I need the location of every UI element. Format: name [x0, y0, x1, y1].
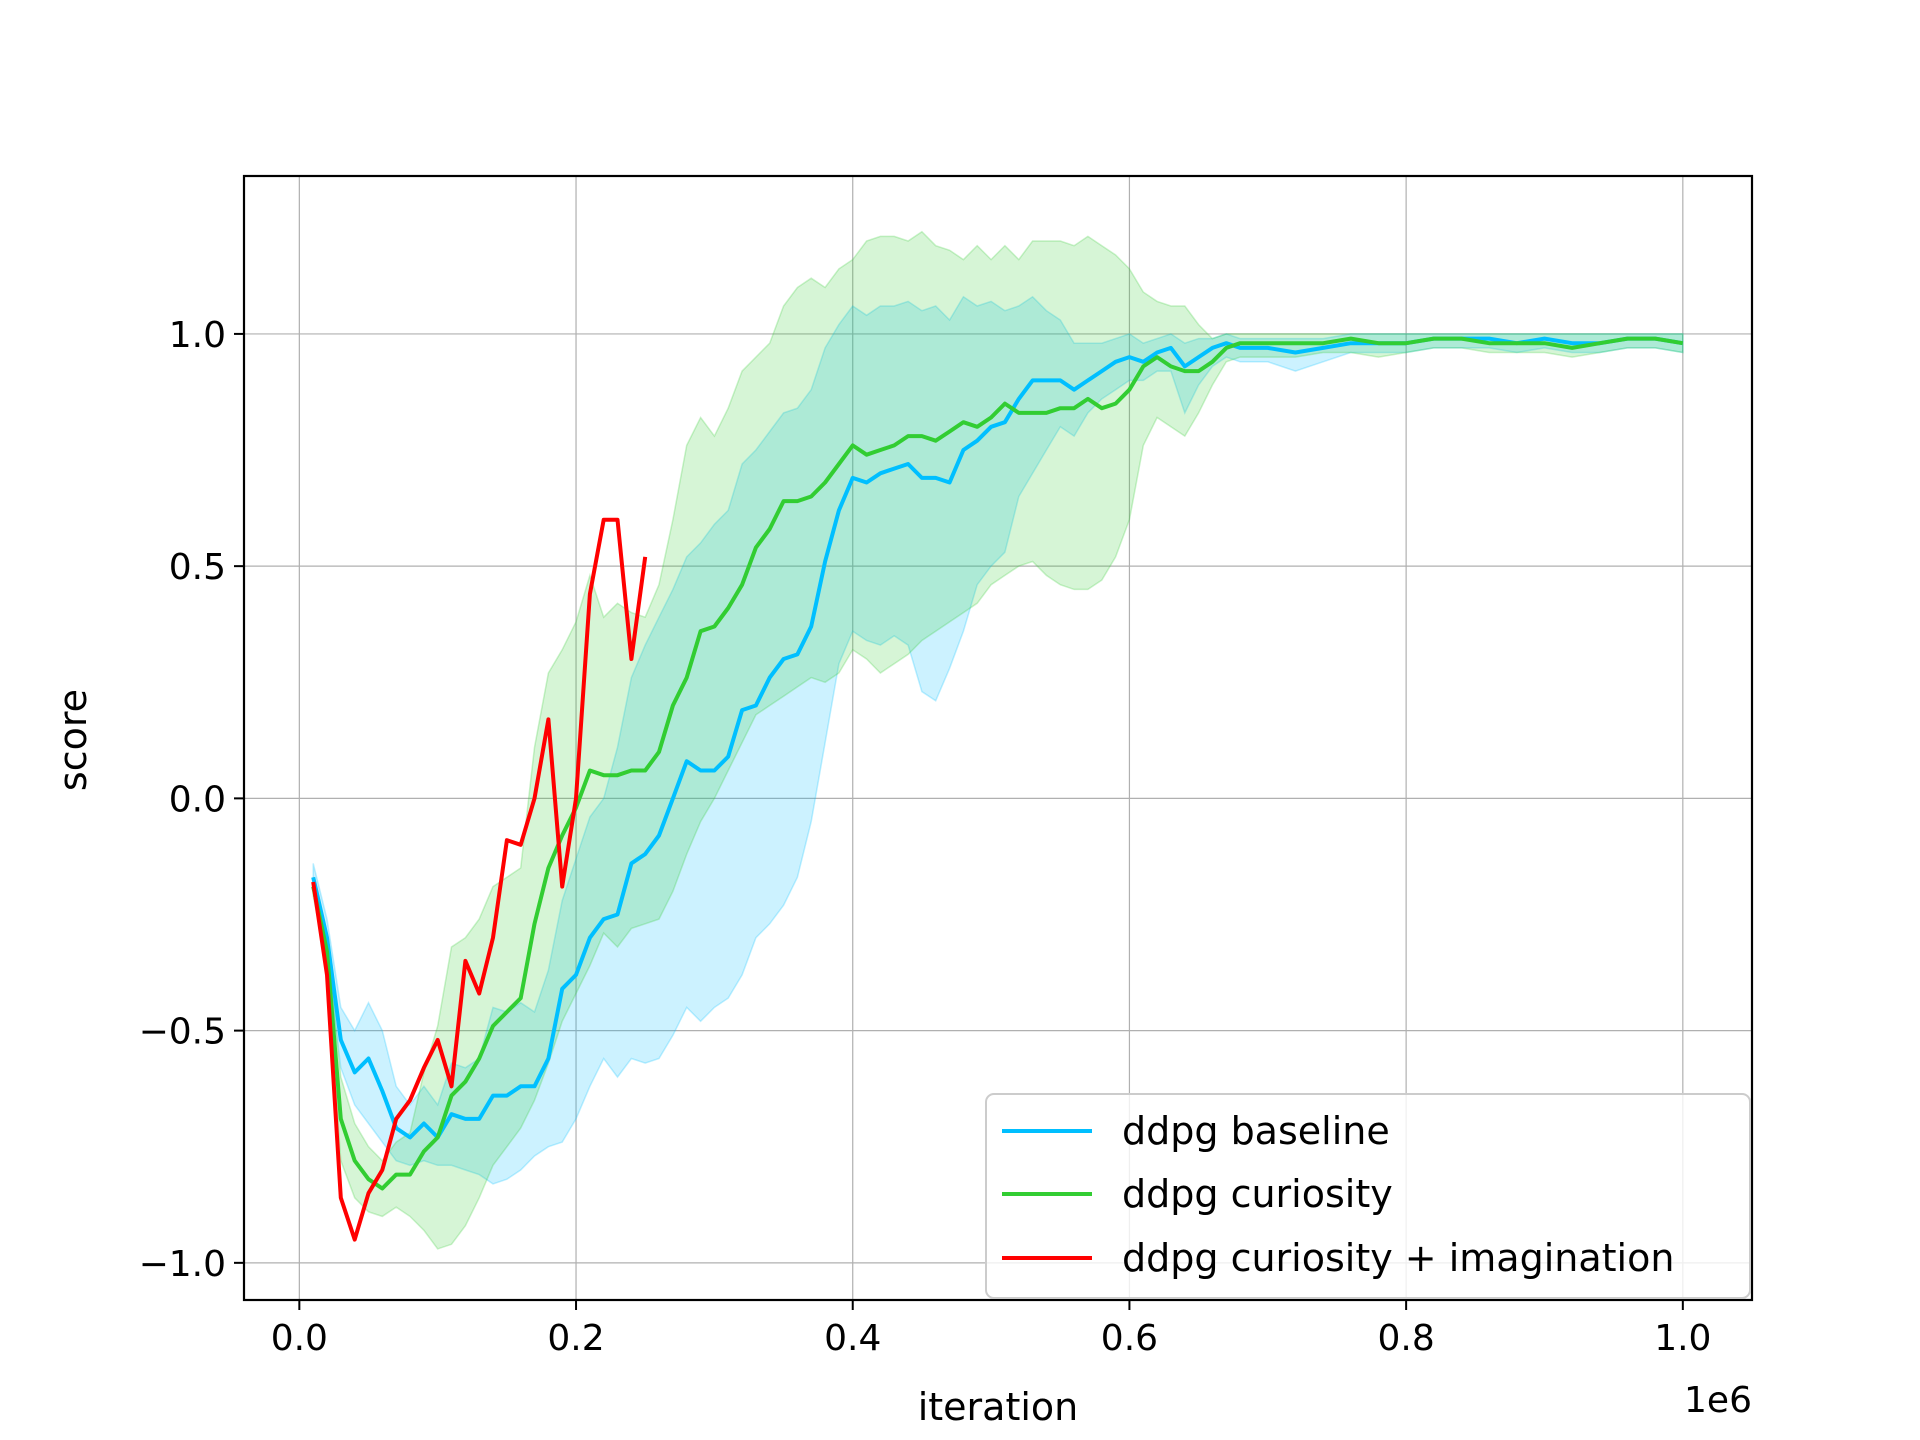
y-tick-label: 1.0 [169, 315, 226, 356]
y-tick-label: −1.0 [139, 1244, 226, 1285]
y-tick-label: 0.0 [169, 779, 226, 820]
confidence-band-0 [312, 295, 1684, 1185]
series-lines [311, 336, 1684, 1242]
x-tick-label: 0.6 [1101, 1318, 1158, 1359]
legend-label-imagination: ddpg curiosity + imagination [1122, 1236, 1674, 1280]
legend-label-baseline: ddpg baseline [1122, 1109, 1390, 1153]
series-line-1 [311, 336, 1684, 1191]
legend-box [985, 1093, 1751, 1299]
x-tick-label: 0.4 [824, 1318, 881, 1359]
legend: ddpg baseline ddpg curiosity ddpg curios… [985, 1093, 1751, 1299]
x-tick-label: 1.0 [1654, 1318, 1711, 1359]
x-axis-label: iteration [918, 1385, 1079, 1429]
legend-label-curiosity: ddpg curiosity [1122, 1172, 1393, 1216]
x-tick-label: 0.2 [547, 1318, 604, 1359]
confidence-bands [312, 230, 1684, 1250]
plot-frame [242, 174, 1754, 1302]
grid-lines [244, 176, 1752, 1300]
y-axis-ticks: −1.0 −0.5 0.0 0.5 1.0 [139, 315, 244, 1285]
x-tick-label: 0.0 [271, 1318, 328, 1359]
y-axis-label: score [51, 689, 95, 791]
series-line-0 [311, 336, 1684, 1140]
confidence-band-1 [312, 230, 1684, 1250]
x-axis-offset-label: 1e6 [1684, 1380, 1752, 1421]
series-line-2 [311, 517, 648, 1242]
y-tick-label: −0.5 [139, 1012, 226, 1053]
x-axis-ticks: 0.0 0.2 0.4 0.6 0.8 1.0 [271, 1300, 1711, 1359]
y-tick-label: 0.5 [169, 547, 226, 588]
x-tick-label: 0.8 [1377, 1318, 1434, 1359]
